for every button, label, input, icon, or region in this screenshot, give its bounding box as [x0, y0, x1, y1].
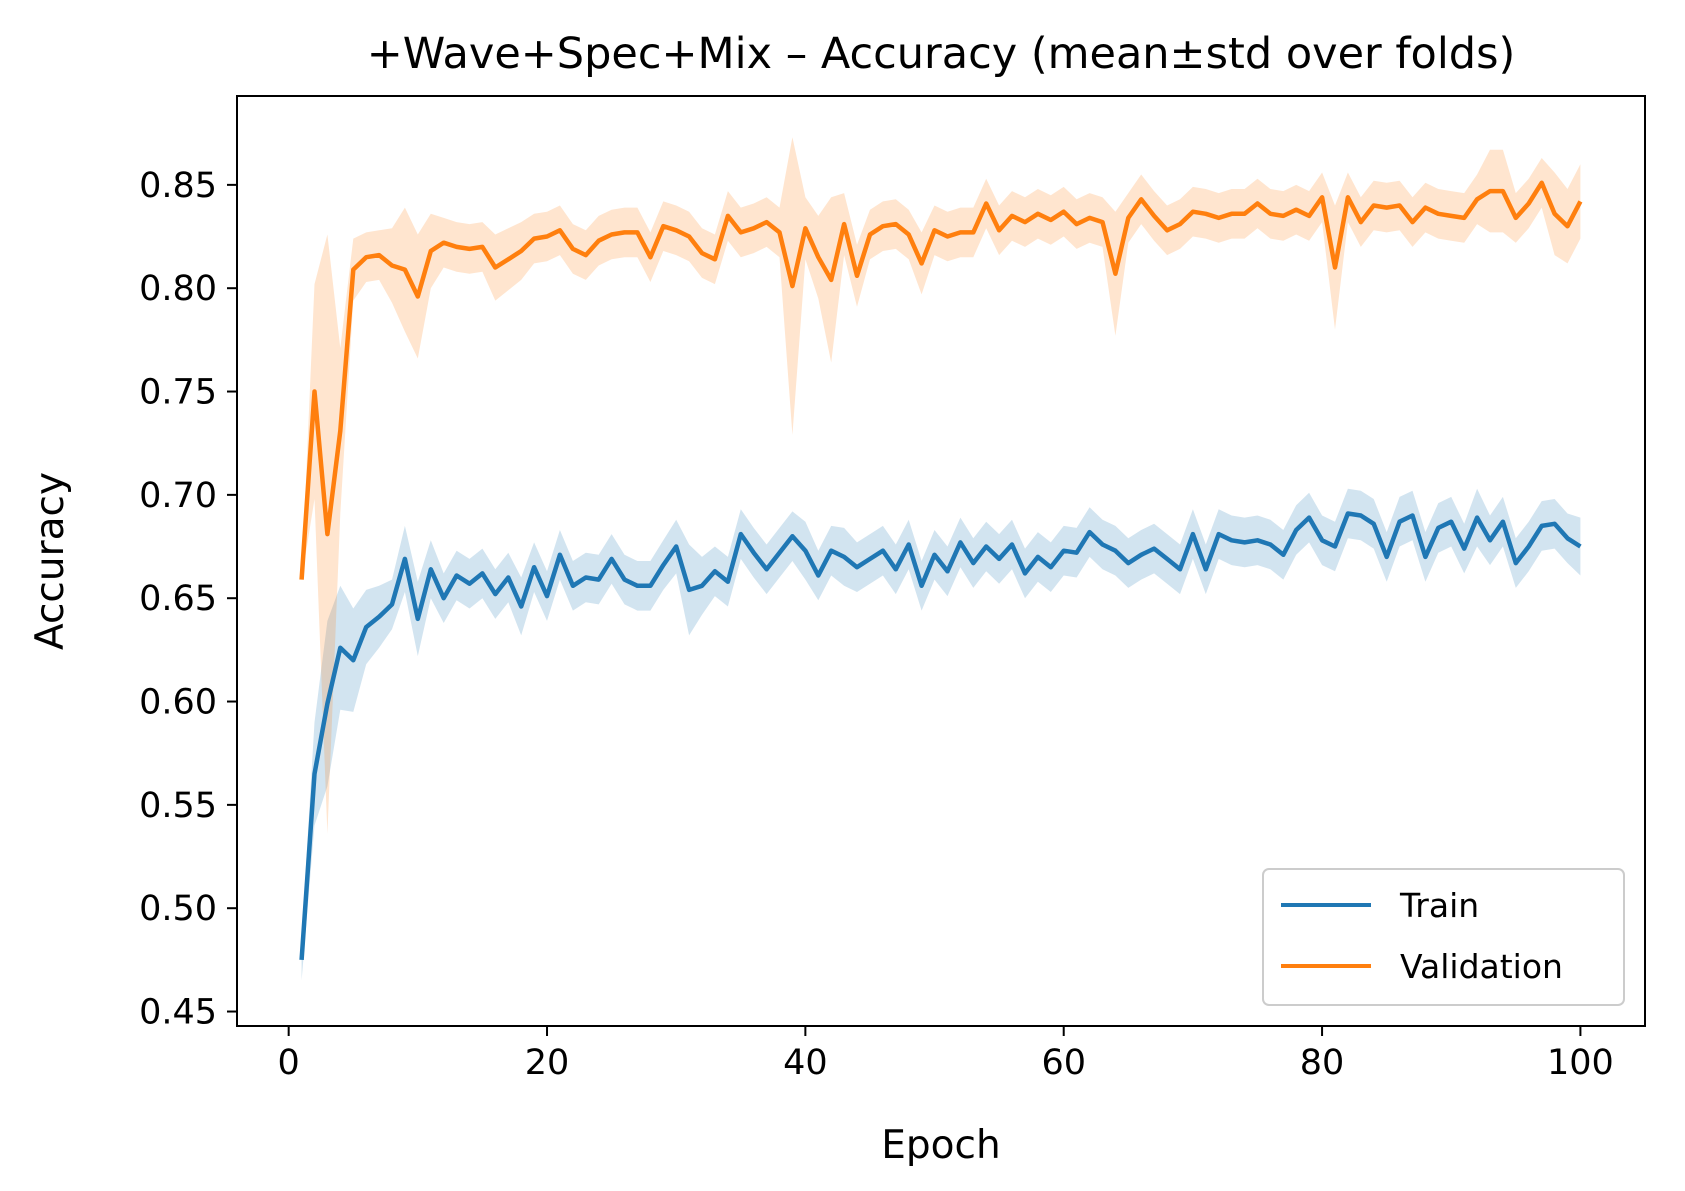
y-tick-label: 0.65: [139, 579, 217, 619]
x-axis: 0 20 40 60 80 100: [278, 1026, 1614, 1083]
y-tick-label: 0.80: [139, 269, 217, 309]
y-tick-label: 0.70: [139, 476, 217, 516]
y-tick-label: 0.85: [139, 166, 217, 206]
y-tick-label: 0.50: [139, 889, 217, 929]
x-axis-label: Epoch: [881, 1123, 1000, 1168]
y-axis-label: Accuracy: [28, 472, 73, 650]
y-tick-label: 0.55: [139, 786, 217, 826]
x-tick-label: 40: [783, 1043, 828, 1083]
legend: Train Validation: [1262, 868, 1625, 1006]
y-tick-label: 0.45: [139, 993, 217, 1033]
series-lines: [299, 180, 1583, 961]
x-tick-label: 100: [1547, 1043, 1614, 1083]
y-axis: 0.45 0.50 0.55 0.60 0.65 0.70 0.75 0.80 0.85: [139, 166, 237, 1033]
std-band-train: [301, 488, 1581, 981]
x-tick-label: 20: [525, 1043, 570, 1083]
chart-title: +Wave+Spec+Mix – Accuracy (mean±std over…: [367, 29, 1516, 79]
std-band-validation: [301, 137, 1581, 834]
axes-frame: [236, 95, 1646, 1027]
std-bands: [301, 137, 1581, 981]
x-tick-label: 60: [1041, 1043, 1086, 1083]
legend-label-train: Train: [1399, 886, 1479, 925]
legend-label-validation: Validation: [1400, 947, 1563, 986]
x-tick-label: 80: [1300, 1043, 1345, 1083]
plot-area: [236, 95, 1646, 1027]
x-tick-label: 0: [278, 1043, 300, 1083]
series-line-validation: [299, 180, 1583, 580]
y-tick-label: 0.75: [139, 373, 217, 413]
y-tick-label: 0.60: [139, 683, 217, 723]
series-line-train: [299, 511, 1582, 961]
